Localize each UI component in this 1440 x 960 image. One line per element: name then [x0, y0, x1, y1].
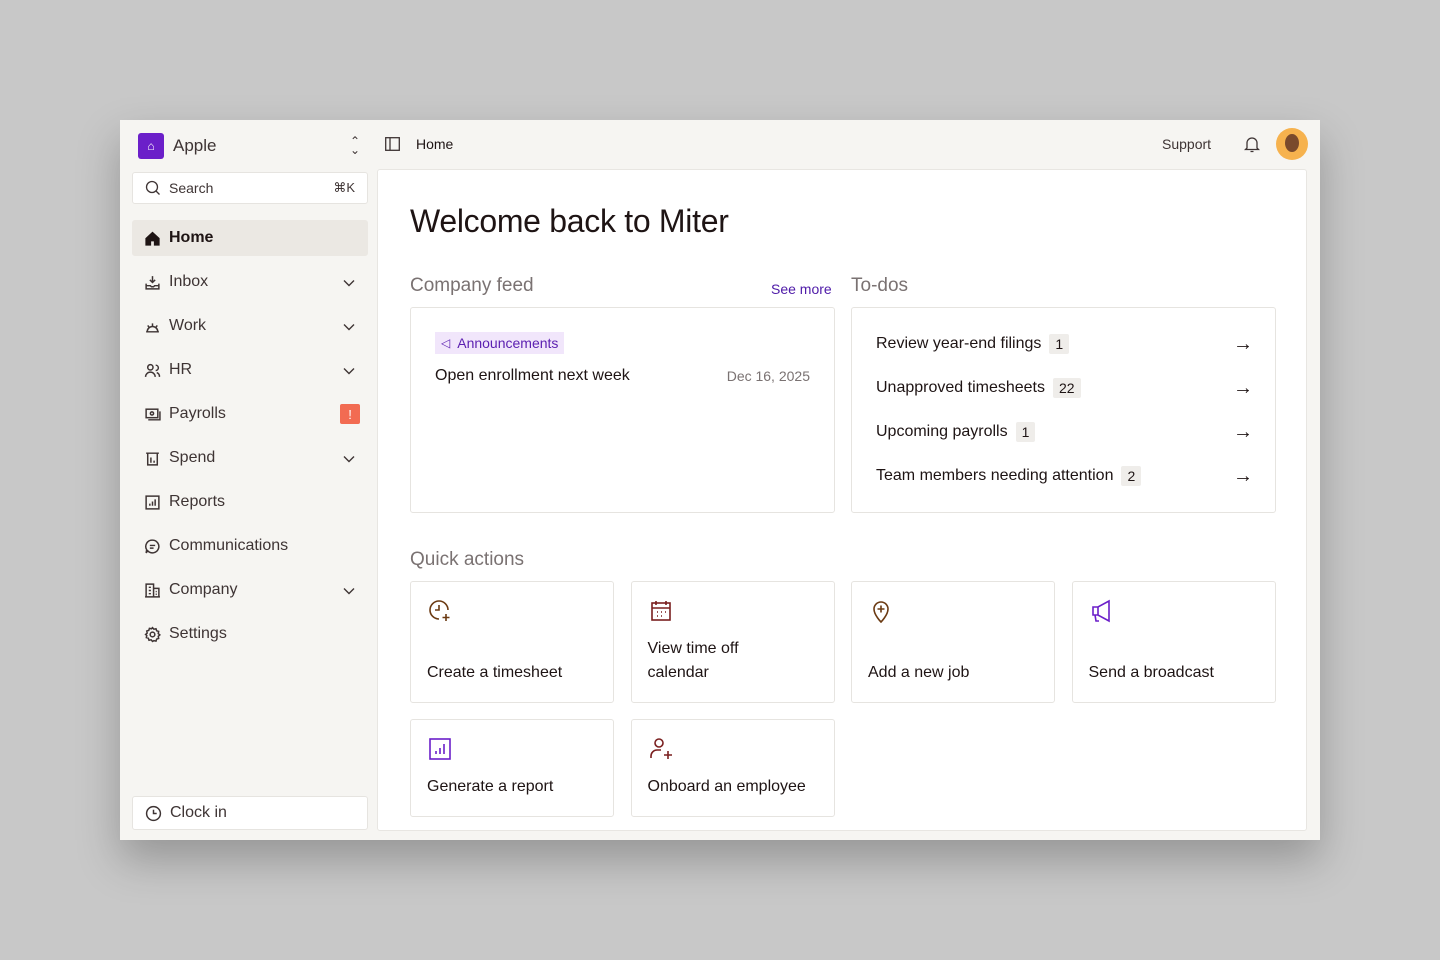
sidebar-item-company[interactable]: Company: [132, 572, 368, 608]
count-badge: 1: [1015, 422, 1036, 442]
sidebar-item-reports[interactable]: Reports: [132, 484, 368, 520]
chat-icon: [145, 538, 160, 554]
todo-item[interactable]: Unapproved timesheets 22 →: [876, 376, 1253, 399]
quick-action-view-time-off-calendar[interactable]: View time off calendar: [630, 581, 835, 703]
todos-title: To-dos: [851, 275, 909, 296]
payroll-icon: [145, 407, 161, 421]
page-title: Welcome back to Miter: [410, 203, 729, 239]
chevron-down-icon[interactable]: [342, 362, 356, 379]
sidebar-item-payrolls[interactable]: Payrolls !: [132, 396, 368, 432]
quick-action-add-a-new-job[interactable]: Add a new job: [851, 581, 1055, 703]
feed-item-title[interactable]: Open enrollment next week: [435, 367, 630, 384]
gear-icon: [144, 625, 161, 642]
breadcrumb: Home: [416, 136, 454, 152]
map-pin-plus-icon: [873, 601, 889, 624]
sidebar-item-work[interactable]: Work: [132, 308, 368, 344]
org-logo: ⌂: [138, 133, 164, 159]
search-input[interactable]: Search ⌘K: [132, 172, 368, 204]
todos-card: Review year-end filings 1 → Unapproved time…: [851, 307, 1276, 513]
count-badge: 22: [1052, 378, 1081, 398]
count-badge: 1: [1049, 334, 1070, 354]
user-plus-icon: [649, 738, 672, 759]
quick-action-send-a-broadcast[interactable]: Send a broadcast: [1071, 581, 1276, 703]
todo-item[interactable]: Team members needing attention 2 →: [876, 464, 1253, 487]
todo-item[interactable]: Upcoming payrolls 1 →: [876, 420, 1253, 443]
bell-icon[interactable]: [1244, 136, 1260, 153]
reports-icon: [145, 494, 160, 510]
sidebar-toggle-icon[interactable]: [385, 137, 400, 151]
main-panel: Welcome back to Miter Company feed See m…: [377, 169, 1307, 831]
megaphone-icon: ◁: [441, 336, 451, 350]
home-icon: [145, 231, 160, 246]
arrow-right-icon: →: [1233, 376, 1253, 399]
sidebar-item-hr[interactable]: HR: [132, 352, 368, 388]
feed-title: Company feed: [410, 275, 534, 296]
sidebar-item-settings[interactable]: Settings: [132, 616, 368, 652]
see-more-link[interactable]: See more: [771, 281, 832, 297]
chevron-down-icon[interactable]: [342, 582, 356, 599]
feed-card: ◁ Announcements Open enrollment next week…: [410, 307, 835, 513]
clock-icon: [145, 805, 162, 821]
sidebar-item-spend[interactable]: Spend: [132, 440, 368, 476]
search-icon: [145, 180, 160, 195]
app-window: ⌂ Apple ⌃ ⌄ Search ⌘K Home Inbox Work HR …: [120, 120, 1320, 840]
org-switcher[interactable]: ⌂ Apple ⌃ ⌄: [138, 132, 360, 160]
sidebar-item-communications[interactable]: Communications: [132, 528, 368, 564]
announcements-tag[interactable]: ◁ Announcements: [435, 332, 565, 354]
users-icon: [144, 363, 161, 377]
org-name: Apple: [173, 136, 217, 155]
chart-icon: [429, 738, 451, 760]
inbox-icon: [145, 275, 160, 290]
arrow-right-icon: →: [1233, 332, 1253, 355]
chevron-up-down-icon: ⌃ ⌄: [349, 134, 360, 157]
arrow-right-icon: →: [1233, 464, 1253, 487]
arrow-right-icon: →: [1233, 420, 1253, 443]
quick-action-onboard-an-employee[interactable]: Onboard an employee: [630, 719, 835, 817]
calendar-icon: [650, 601, 671, 621]
sidebar-item-home[interactable]: Home: [132, 220, 368, 256]
quick-action-create-a-timesheet[interactable]: Create a timesheet: [410, 581, 614, 703]
work-icon: [146, 322, 159, 333]
chevron-down-icon[interactable]: [342, 274, 356, 291]
chevron-down-icon[interactable]: [342, 450, 356, 467]
building-icon: [145, 582, 160, 598]
spend-icon: [146, 451, 159, 466]
megaphone-icon: [1091, 599, 1110, 623]
payroll-alert-badge: !: [340, 404, 360, 424]
clock-in-button[interactable]: Clock in: [132, 796, 368, 830]
quick-actions-title: Quick actions: [410, 549, 525, 570]
quick-action-generate-a-report[interactable]: Generate a report: [410, 719, 614, 817]
chevron-down-icon[interactable]: [342, 318, 356, 335]
feed-item-date: Dec 16, 2025: [726, 368, 810, 384]
avatar[interactable]: [1276, 128, 1308, 160]
todo-item[interactable]: Review year-end filings 1 →: [876, 332, 1253, 355]
clock-plus-icon: [429, 600, 450, 621]
sidebar-item-inbox[interactable]: Inbox: [132, 264, 368, 300]
count-badge: 2: [1121, 466, 1142, 486]
support-link[interactable]: Support: [1162, 136, 1212, 152]
